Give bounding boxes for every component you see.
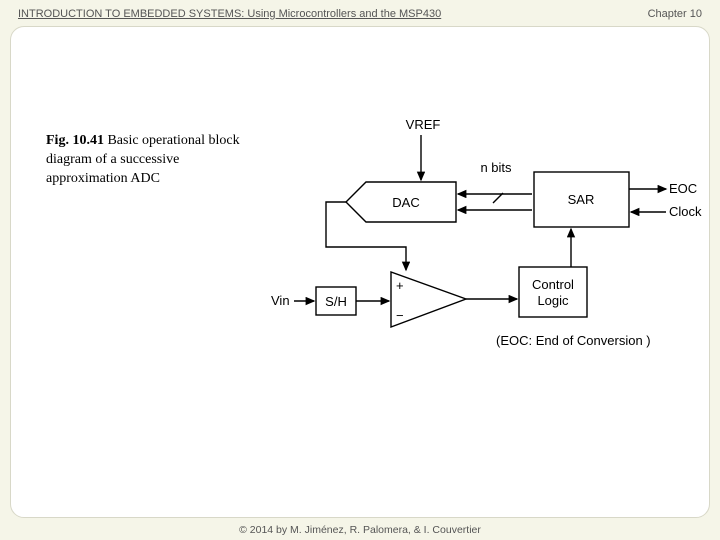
dac-label: DAC <box>392 195 419 210</box>
copyright-text: © 2014 by M. Jiménez, R. Palomera, & I. … <box>239 524 481 536</box>
page-header: INTRODUCTION TO EMBEDDED SYSTEMS: Using … <box>18 8 702 20</box>
page-footer: © 2014 by M. Jiménez, R. Palomera, & I. … <box>0 524 720 536</box>
figure-caption: Fig. 10.41 Basic operational block diagr… <box>46 132 256 189</box>
book-title: INTRODUCTION TO EMBEDDED SYSTEMS: Using … <box>18 8 441 20</box>
vin-label: Vin <box>271 293 290 308</box>
eoc-note: (EOC: End of Conversion ) <box>496 333 651 348</box>
nbits-label: n bits <box>480 160 512 175</box>
ctrl-label-2: Logic <box>537 293 569 308</box>
comparator-minus: − <box>396 308 404 323</box>
diagram-svg: DAC SAR S/H + − Control Logic VREF n bit… <box>271 117 691 367</box>
comparator-plus: + <box>396 278 404 293</box>
content-card: Fig. 10.41 Basic operational block diagr… <box>10 26 710 518</box>
eoc-label: EOC <box>669 181 697 196</box>
ctrl-label-1: Control <box>532 277 574 292</box>
figure-number: Fig. 10.41 <box>46 133 104 148</box>
sar-label: SAR <box>568 192 595 207</box>
control-logic-block <box>519 267 587 317</box>
sh-label: S/H <box>325 294 347 309</box>
chapter-label: Chapter 10 <box>648 8 702 20</box>
vref-label: VREF <box>406 117 441 132</box>
adc-block-diagram: DAC SAR S/H + − Control Logic VREF n bit… <box>271 117 691 367</box>
clock-label: Clock <box>669 204 702 219</box>
